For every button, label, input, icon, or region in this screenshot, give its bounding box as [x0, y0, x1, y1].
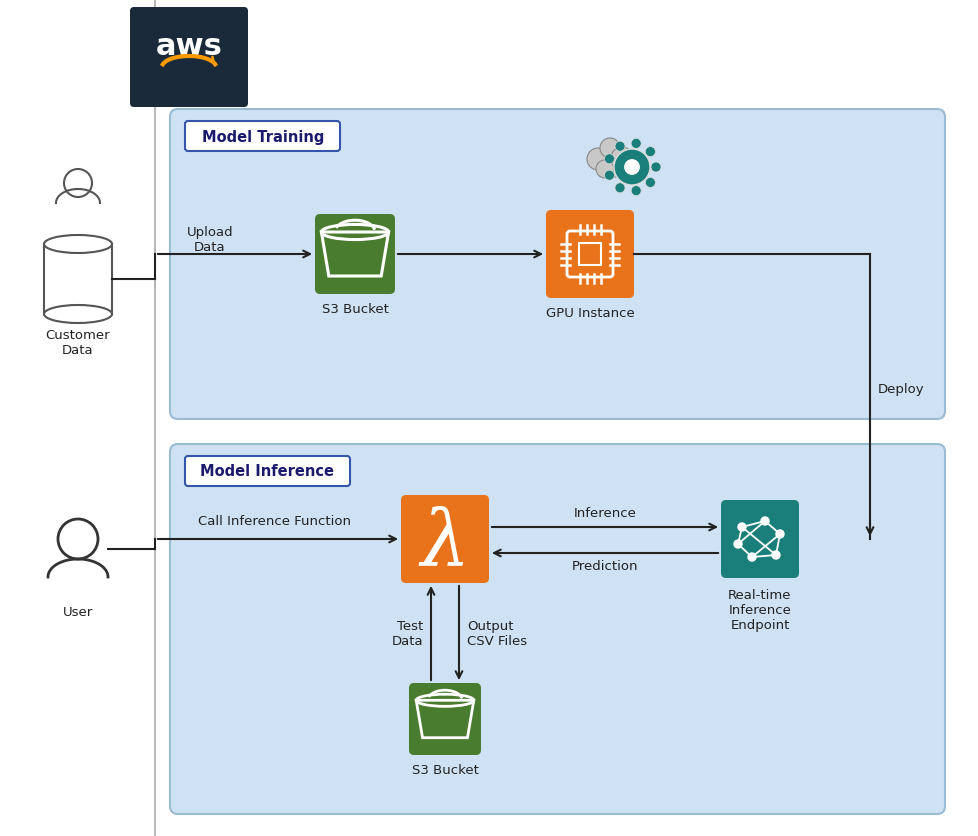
FancyBboxPatch shape — [170, 110, 944, 420]
Ellipse shape — [44, 236, 111, 253]
Circle shape — [747, 553, 755, 561]
Circle shape — [645, 178, 654, 188]
Circle shape — [603, 171, 614, 181]
Circle shape — [772, 551, 779, 559]
FancyBboxPatch shape — [546, 211, 634, 298]
Text: S3 Bucket: S3 Bucket — [321, 303, 388, 316]
Circle shape — [587, 149, 608, 171]
FancyBboxPatch shape — [185, 122, 339, 152]
Text: Deploy: Deploy — [877, 383, 923, 396]
Text: S3 Bucket: S3 Bucket — [411, 763, 478, 776]
Circle shape — [776, 530, 783, 538]
Text: Output
CSV Files: Output CSV Files — [467, 619, 526, 647]
Text: aws: aws — [156, 32, 222, 60]
Circle shape — [600, 139, 619, 159]
FancyBboxPatch shape — [720, 501, 798, 579]
Text: Test
Data: Test Data — [391, 619, 422, 647]
Text: Upload
Data: Upload Data — [187, 226, 233, 253]
Circle shape — [605, 160, 623, 178]
Bar — [578, 244, 600, 266]
Circle shape — [734, 540, 741, 548]
FancyBboxPatch shape — [315, 215, 394, 294]
Text: Model Training: Model Training — [201, 130, 324, 145]
Text: Inference: Inference — [573, 507, 636, 519]
Ellipse shape — [44, 306, 111, 324]
Circle shape — [614, 184, 624, 194]
Circle shape — [650, 163, 660, 173]
Text: Model Inference: Model Inference — [200, 464, 333, 479]
Text: GPU Instance: GPU Instance — [545, 307, 634, 319]
FancyBboxPatch shape — [170, 445, 944, 814]
Text: Prediction: Prediction — [571, 559, 638, 573]
FancyBboxPatch shape — [185, 456, 350, 487]
Bar — [44, 245, 111, 314]
Circle shape — [631, 186, 641, 196]
Circle shape — [614, 142, 624, 152]
Circle shape — [645, 147, 654, 157]
Text: λ: λ — [420, 505, 469, 582]
Circle shape — [603, 155, 614, 165]
Circle shape — [631, 140, 641, 149]
Circle shape — [624, 161, 639, 175]
Circle shape — [610, 148, 633, 170]
Circle shape — [737, 523, 745, 532]
Text: Real-time
Inference
Endpoint: Real-time Inference Endpoint — [728, 589, 791, 631]
Circle shape — [58, 519, 98, 559]
Text: Customer
Data: Customer Data — [46, 329, 111, 357]
FancyBboxPatch shape — [409, 683, 480, 755]
FancyBboxPatch shape — [130, 8, 247, 108]
Circle shape — [596, 161, 613, 179]
Circle shape — [760, 517, 768, 525]
Text: User: User — [63, 605, 93, 619]
Circle shape — [613, 150, 649, 186]
Circle shape — [64, 170, 92, 198]
Text: Call Inference Function: Call Inference Function — [199, 514, 351, 528]
FancyBboxPatch shape — [401, 496, 488, 584]
